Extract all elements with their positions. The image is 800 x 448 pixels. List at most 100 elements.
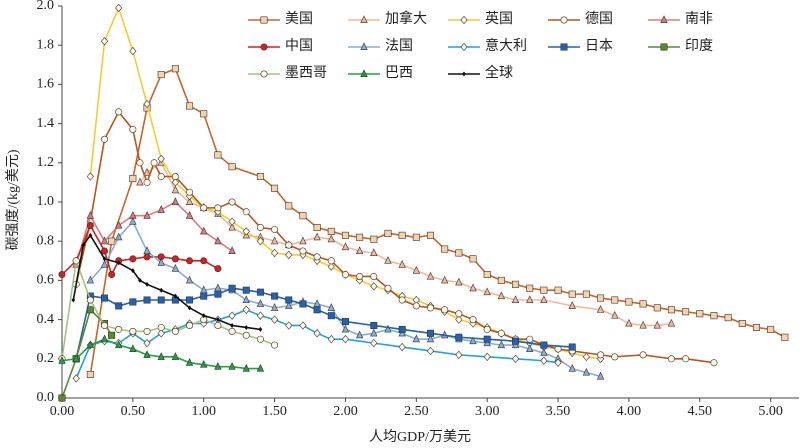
- marker: [313, 223, 321, 231]
- marker: [341, 318, 349, 326]
- x-tick-label: 4.00: [617, 404, 642, 419]
- marker: [136, 159, 144, 167]
- marker: [285, 241, 293, 249]
- marker: [497, 329, 505, 337]
- marker: [285, 301, 293, 309]
- marker: [244, 324, 249, 330]
- marker: [540, 348, 548, 356]
- marker: [455, 333, 463, 341]
- marker: [171, 185, 180, 194]
- marker: [214, 321, 222, 329]
- marker: [667, 306, 675, 314]
- marker: [327, 312, 335, 320]
- marker: [228, 246, 236, 254]
- marker: [86, 306, 94, 314]
- marker: [611, 310, 619, 319]
- marker: [625, 298, 633, 306]
- x-tick-label: 4.50: [688, 404, 713, 419]
- marker: [460, 42, 468, 52]
- marker: [129, 174, 137, 182]
- marker: [86, 370, 94, 378]
- marker: [582, 367, 591, 376]
- legend-label: 英国: [485, 10, 513, 27]
- marker: [138, 277, 142, 283]
- marker: [582, 290, 590, 298]
- marker: [526, 344, 534, 353]
- marker: [327, 335, 335, 344]
- marker: [256, 173, 264, 181]
- marker: [526, 295, 534, 304]
- marker: [511, 354, 520, 363]
- marker: [781, 333, 789, 341]
- marker: [242, 331, 250, 339]
- marker: [752, 323, 760, 331]
- marker: [242, 286, 250, 294]
- marker: [483, 325, 491, 333]
- marker: [143, 246, 151, 254]
- marker: [157, 173, 165, 181]
- marker: [187, 305, 192, 311]
- marker: [186, 321, 194, 329]
- marker: [682, 308, 690, 316]
- marker: [173, 293, 178, 299]
- marker: [455, 249, 463, 257]
- marker: [230, 322, 234, 328]
- marker: [341, 231, 349, 239]
- marker: [370, 328, 378, 337]
- marker: [370, 338, 378, 348]
- marker: [469, 283, 477, 292]
- marker: [625, 318, 633, 327]
- marker: [115, 3, 123, 13]
- marker: [596, 305, 605, 313]
- marker: [540, 295, 548, 304]
- marker: [100, 334, 109, 343]
- marker: [299, 236, 307, 245]
- marker: [157, 71, 165, 79]
- marker: [228, 217, 236, 226]
- marker: [108, 271, 116, 279]
- marker: [384, 284, 392, 292]
- marker: [159, 287, 164, 293]
- marker: [129, 327, 137, 335]
- marker: [115, 302, 123, 310]
- marker: [214, 361, 222, 370]
- marker: [568, 290, 576, 298]
- marker: [214, 236, 222, 245]
- marker: [426, 271, 435, 280]
- marker: [540, 356, 548, 365]
- marker: [242, 363, 250, 372]
- marker: [512, 337, 520, 345]
- marker: [86, 211, 95, 219]
- marker: [129, 255, 137, 263]
- marker: [72, 354, 80, 362]
- marker: [270, 236, 279, 245]
- marker: [228, 222, 236, 231]
- marker: [186, 257, 194, 265]
- marker: [271, 341, 279, 349]
- marker: [100, 37, 109, 46]
- marker: [256, 299, 265, 307]
- series-line: [89, 5, 601, 360]
- marker: [299, 212, 307, 220]
- legend-label: 法国: [385, 38, 413, 54]
- x-axis-label: 人均GDP/万美元: [369, 429, 471, 445]
- marker: [256, 363, 265, 372]
- marker: [667, 355, 675, 363]
- marker: [186, 188, 194, 196]
- legend-label: 意大利: [485, 37, 527, 54]
- marker: [639, 320, 647, 329]
- marker: [143, 296, 151, 304]
- marker: [356, 233, 364, 241]
- marker: [370, 248, 378, 256]
- marker: [71, 297, 76, 303]
- x-tick-label: 2.50: [404, 404, 429, 419]
- marker: [115, 325, 123, 333]
- marker: [455, 310, 463, 318]
- marker: [526, 284, 534, 292]
- legend-label: 加拿大: [385, 10, 427, 27]
- marker: [483, 352, 491, 361]
- legend-label: 印度: [685, 38, 713, 54]
- marker: [171, 197, 180, 205]
- marker: [597, 294, 605, 302]
- marker: [441, 245, 449, 253]
